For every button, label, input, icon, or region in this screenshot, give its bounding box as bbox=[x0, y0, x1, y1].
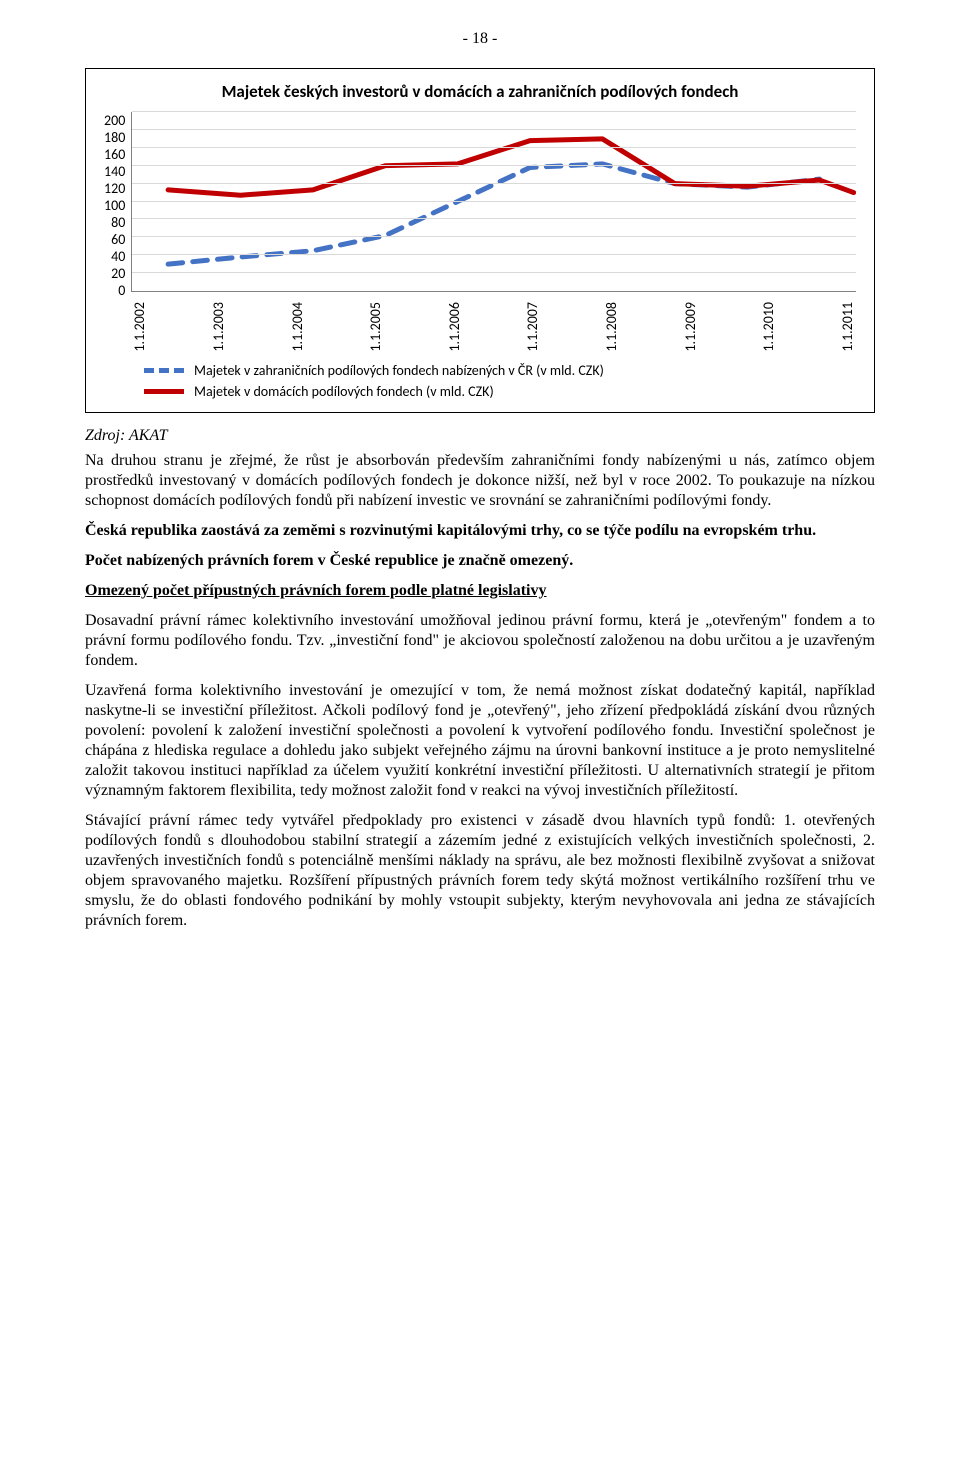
legend: Majetek v zahraničních podílových fondec… bbox=[104, 362, 856, 400]
gridline bbox=[132, 129, 856, 130]
gridline bbox=[132, 201, 856, 202]
paragraph-2: Česká republika zaostává za zeměmi s roz… bbox=[85, 521, 875, 541]
chart-lines bbox=[132, 112, 856, 291]
gridline bbox=[132, 272, 856, 273]
gridline bbox=[132, 218, 856, 219]
x-tick: 1.1.2003 bbox=[210, 302, 227, 352]
y-tick: 140 bbox=[104, 163, 125, 180]
y-axis: 200180160140120100806040200 bbox=[104, 112, 131, 292]
y-tick: 120 bbox=[104, 180, 125, 197]
series-line bbox=[168, 164, 819, 264]
y-tick: 200 bbox=[104, 112, 125, 129]
y-tick: 40 bbox=[111, 248, 125, 265]
legend-swatch-dashed bbox=[144, 368, 184, 373]
legend-item-domestic: Majetek v domácích podílových fondech (v… bbox=[144, 383, 856, 400]
chart-area: 200180160140120100806040200 1.1.20021.1.… bbox=[104, 112, 856, 352]
y-tick: 60 bbox=[111, 231, 125, 248]
x-tick: 1.1.2010 bbox=[760, 302, 777, 352]
y-tick: 80 bbox=[111, 214, 125, 231]
source-label: Zdroj: AKAT bbox=[85, 427, 875, 445]
x-tick: 1.1.2006 bbox=[446, 302, 463, 352]
legend-label-domestic: Majetek v domácích podílových fondech (v… bbox=[194, 383, 494, 400]
x-tick: 1.1.2011 bbox=[839, 302, 856, 352]
y-tick: 100 bbox=[104, 197, 125, 214]
gridline bbox=[132, 147, 856, 148]
x-tick: 1.1.2002 bbox=[131, 302, 148, 352]
x-tick: 1.1.2009 bbox=[682, 302, 699, 352]
gridline bbox=[132, 111, 856, 112]
gridline bbox=[132, 254, 856, 255]
legend-swatch-solid bbox=[144, 389, 184, 394]
y-tick: 20 bbox=[111, 265, 125, 282]
legend-item-foreign: Majetek v zahraničních podílových fondec… bbox=[144, 362, 856, 379]
paragraph-6: Uzavřená forma kolektivního investování … bbox=[85, 681, 875, 801]
gridline bbox=[132, 165, 856, 166]
x-axis: 1.1.2002 1.1.2003 1.1.2004 1.1.2005 1.1.2006… bbox=[131, 292, 856, 352]
plot bbox=[131, 112, 856, 292]
x-tick: 1.1.2004 bbox=[289, 302, 306, 352]
y-tick: 0 bbox=[118, 282, 125, 299]
gridline bbox=[132, 236, 856, 237]
x-tick: 1.1.2007 bbox=[524, 302, 541, 352]
chart-container: Majetek českých investorů v domácích a z… bbox=[85, 68, 875, 413]
paragraph-4-heading: Omezený počet přípustných právních forem… bbox=[85, 581, 875, 601]
x-tick: 1.1.2008 bbox=[603, 302, 620, 352]
paragraph-3: Počet nabízených právních forem v České … bbox=[85, 551, 875, 571]
page-number: - 18 - bbox=[85, 30, 875, 48]
legend-label-foreign: Majetek v zahraničních podílových fondec… bbox=[194, 362, 604, 379]
x-tick: 1.1.2005 bbox=[367, 302, 384, 352]
paragraph-1: Na druhou stranu je zřejmé, že růst je a… bbox=[85, 451, 875, 511]
paragraph-5: Dosavadní právní rámec kolektivního inve… bbox=[85, 611, 875, 671]
y-tick: 160 bbox=[104, 146, 125, 163]
plot-wrap: 1.1.2002 1.1.2003 1.1.2004 1.1.2005 1.1.2006… bbox=[131, 112, 856, 352]
chart-title: Majetek českých investorů v domácích a z… bbox=[104, 81, 856, 102]
paragraph-7: Stávající právní rámec tedy vytvářel pře… bbox=[85, 811, 875, 931]
gridline bbox=[132, 183, 856, 184]
y-tick: 180 bbox=[104, 129, 125, 146]
